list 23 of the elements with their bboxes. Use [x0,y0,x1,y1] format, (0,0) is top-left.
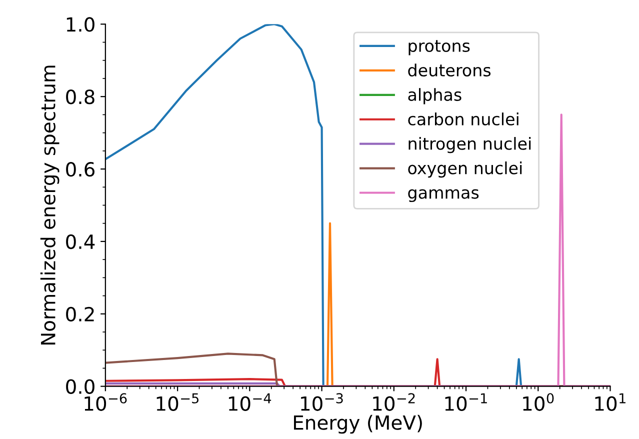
y-axis-title: Normalized energy spectrum [40,66,60,345]
legend-label: alphas [408,88,462,104]
x-tick-label: 10$^{−4}$ [228,393,272,411]
x-tick-label: 10$^{−1}$ [445,393,487,411]
x-tick-label: 10$^{−5}$ [156,393,199,411]
y-tick-label: 1.0 [66,17,94,32]
y-tick-label: 0.8 [66,90,94,104]
legend-label: gammas [408,189,479,202]
x-tick-label: 10$^{−2}$ [373,393,415,411]
legend-label: oxygen nuclei [408,161,522,178]
legend-label: carbon nuclei [408,112,518,126]
x-axis-title: Energy (MeV) [294,414,422,434]
y-tick-label: 0.4 [66,234,95,250]
y-tick-label: 0.6 [66,162,94,177]
legend-label: deuterons [408,64,491,77]
legend-label: nitrogen nuclei [408,137,531,154]
x-tick-label: 10$^{1}$ [595,393,626,411]
x-tick-label: 10$^{0}$ [523,393,554,411]
x-tick-label: 10$^{−3}$ [301,393,343,411]
legend-label: protons [408,40,470,56]
x-tick-label: 10$^{−6}$ [84,393,127,411]
y-tick-label: 0.0 [66,379,94,394]
y-tick-label: 0.2 [66,306,94,322]
